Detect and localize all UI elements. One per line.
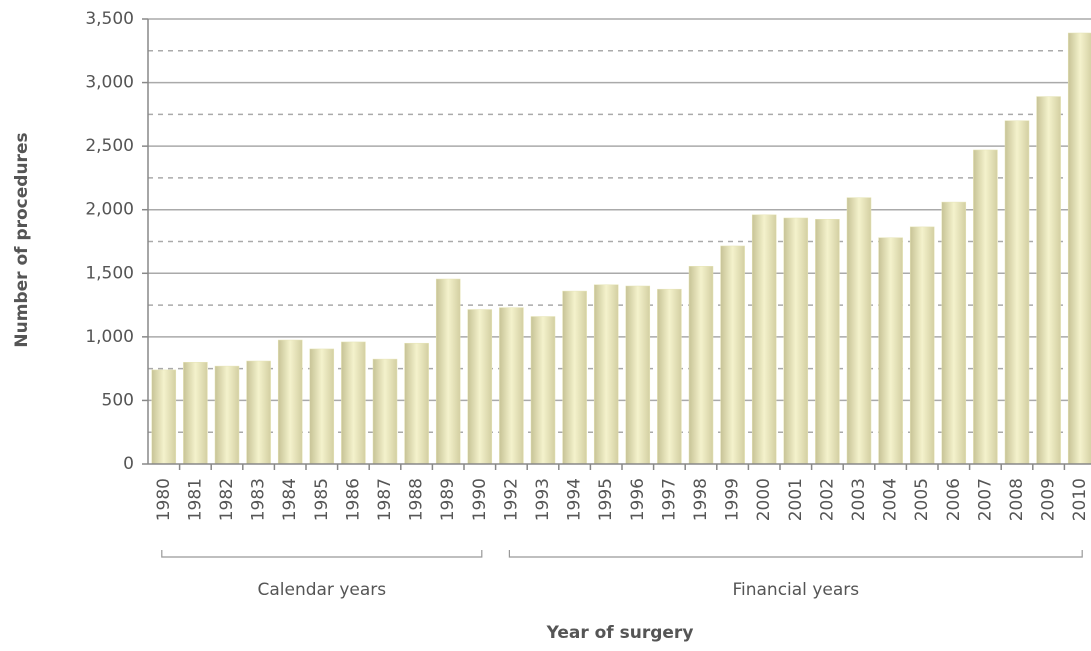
- y-tick-label: 0: [123, 454, 134, 474]
- y-tick-label: 1,000: [85, 327, 134, 347]
- bar: [1067, 32, 1091, 465]
- bar: [530, 316, 556, 465]
- x-tick-label: 2002: [817, 478, 837, 521]
- x-tick-label: 1994: [565, 478, 585, 521]
- x-axis-label: Year of surgery: [546, 623, 694, 643]
- bar: [720, 245, 745, 465]
- group-label: Calendar years: [257, 580, 386, 600]
- x-tick-label: 1988: [407, 478, 427, 521]
- x-tick-label: 2003: [849, 478, 869, 521]
- x-tick-label: 1984: [280, 478, 300, 521]
- bar: [941, 201, 967, 465]
- bar: [341, 341, 366, 465]
- bar: [309, 348, 335, 465]
- y-tick-label: 1,500: [85, 263, 134, 283]
- x-tick-label: 1995: [596, 478, 616, 521]
- y-axis-label: Number of procedures: [12, 132, 32, 347]
- group-bracket: [508, 550, 1083, 558]
- bar: [214, 365, 240, 465]
- x-tick-label: 1980: [154, 478, 174, 521]
- group-bracket: [161, 550, 483, 558]
- bar: [435, 278, 461, 465]
- bar: [783, 217, 809, 465]
- x-tick-label: 1989: [438, 478, 458, 521]
- x-tick-label: 2009: [1039, 478, 1059, 521]
- bar: [404, 342, 429, 465]
- x-tick-label: 1990: [470, 478, 490, 521]
- bar: [1004, 120, 1030, 465]
- x-tick-label: 2006: [944, 478, 964, 521]
- y-tick-label: 2,000: [85, 200, 134, 220]
- group-label: Financial years: [732, 580, 859, 600]
- x-tick-label: 2008: [1007, 478, 1027, 521]
- x-tick-label: 1996: [628, 478, 648, 521]
- x-tick-label: 1993: [533, 478, 553, 521]
- x-tick-label: 2007: [975, 478, 995, 521]
- x-tick-label: 1999: [723, 478, 743, 521]
- x-tick-label: 2001: [786, 478, 806, 521]
- x-tick-label: 1986: [343, 478, 363, 521]
- x-tick-label: 2000: [754, 478, 774, 521]
- bar: [657, 288, 682, 465]
- bar: [815, 219, 840, 465]
- y-tick-label: 500: [102, 390, 134, 410]
- bar: [151, 369, 177, 465]
- bar: [277, 339, 303, 465]
- x-tick-label: 1982: [217, 478, 237, 521]
- x-tick-label: 1997: [659, 478, 679, 521]
- bar: [973, 149, 998, 465]
- y-tick-label: 2,500: [85, 136, 134, 156]
- y-tick-label: 3,000: [85, 73, 134, 93]
- bar: [878, 237, 903, 465]
- bar: [625, 285, 651, 465]
- y-tick-label: 3,500: [85, 9, 134, 29]
- x-tick-label: 1981: [185, 478, 205, 521]
- x-tick-label: 2010: [1070, 478, 1090, 521]
- x-tick-label: 2005: [912, 478, 932, 521]
- bar: [751, 214, 777, 465]
- bar: [246, 360, 271, 465]
- x-tick-label: 1983: [249, 478, 269, 521]
- x-tick-label: 1985: [312, 478, 332, 521]
- bar: [372, 358, 398, 465]
- bar: [467, 309, 493, 465]
- bar: [1036, 96, 1061, 465]
- x-tick-label: 1992: [501, 478, 521, 521]
- bar: [593, 284, 619, 465]
- x-tick-label: 1987: [375, 478, 395, 521]
- bar: [846, 197, 872, 465]
- bar: [688, 266, 714, 465]
- x-tick-label: 1998: [691, 478, 711, 521]
- bar: [499, 307, 524, 465]
- bar: [909, 226, 935, 465]
- bar: [183, 362, 208, 465]
- x-tick-label: 2004: [881, 478, 901, 521]
- bar: [562, 290, 587, 465]
